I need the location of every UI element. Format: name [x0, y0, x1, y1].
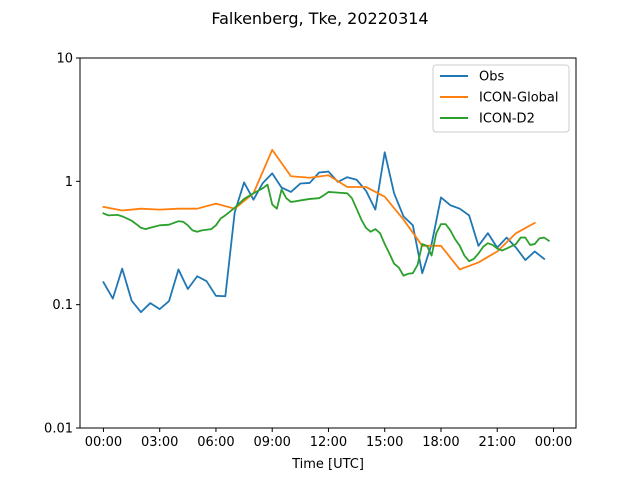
x-tick-label-4: 12:00	[310, 435, 347, 450]
legend-label-icon-d2: ICON-D2	[479, 112, 535, 127]
legend: Obs ICON-Global ICON-D2	[432, 64, 570, 133]
y-tick-label-0: 0.01	[44, 422, 73, 437]
legend-label-icon-global: ICON-Global	[479, 91, 559, 106]
legend-box	[432, 64, 570, 133]
x-tick-label-0: 00:00	[85, 435, 122, 450]
x-tick-label-8: 00:00	[535, 435, 572, 450]
x-tick-label-5: 15:00	[366, 435, 403, 450]
series-line-icon-d2	[102, 183, 551, 277]
x-axis-label: Time [UTC]	[291, 457, 364, 472]
x-axis: 00:00 03:00 06:00 09:00 12:00 15:00 18:00 21:00…	[85, 428, 572, 450]
y-tick-label-1: 0.1	[52, 298, 73, 313]
x-tick-label-6: 18:00	[422, 435, 459, 450]
x-tick-label-2: 06:00	[197, 435, 234, 450]
y-axis: 0.01 0.1 1 10	[44, 52, 80, 437]
x-tick-label-7: 21:00	[479, 435, 516, 450]
series-line-obs	[102, 151, 546, 314]
series-line-icon-global	[102, 148, 536, 271]
x-tick-label-1: 03:00	[141, 435, 178, 450]
chart-title: Falkenberg, Tke, 20220314	[211, 9, 428, 28]
plot-frame	[79, 57, 577, 429]
y-tick-label-3: 10	[56, 52, 73, 67]
legend-label-obs: Obs	[479, 70, 504, 85]
x-tick-label-3: 09:00	[253, 435, 290, 450]
series-layer	[102, 148, 551, 314]
y-tick-label-2: 1	[65, 175, 73, 190]
